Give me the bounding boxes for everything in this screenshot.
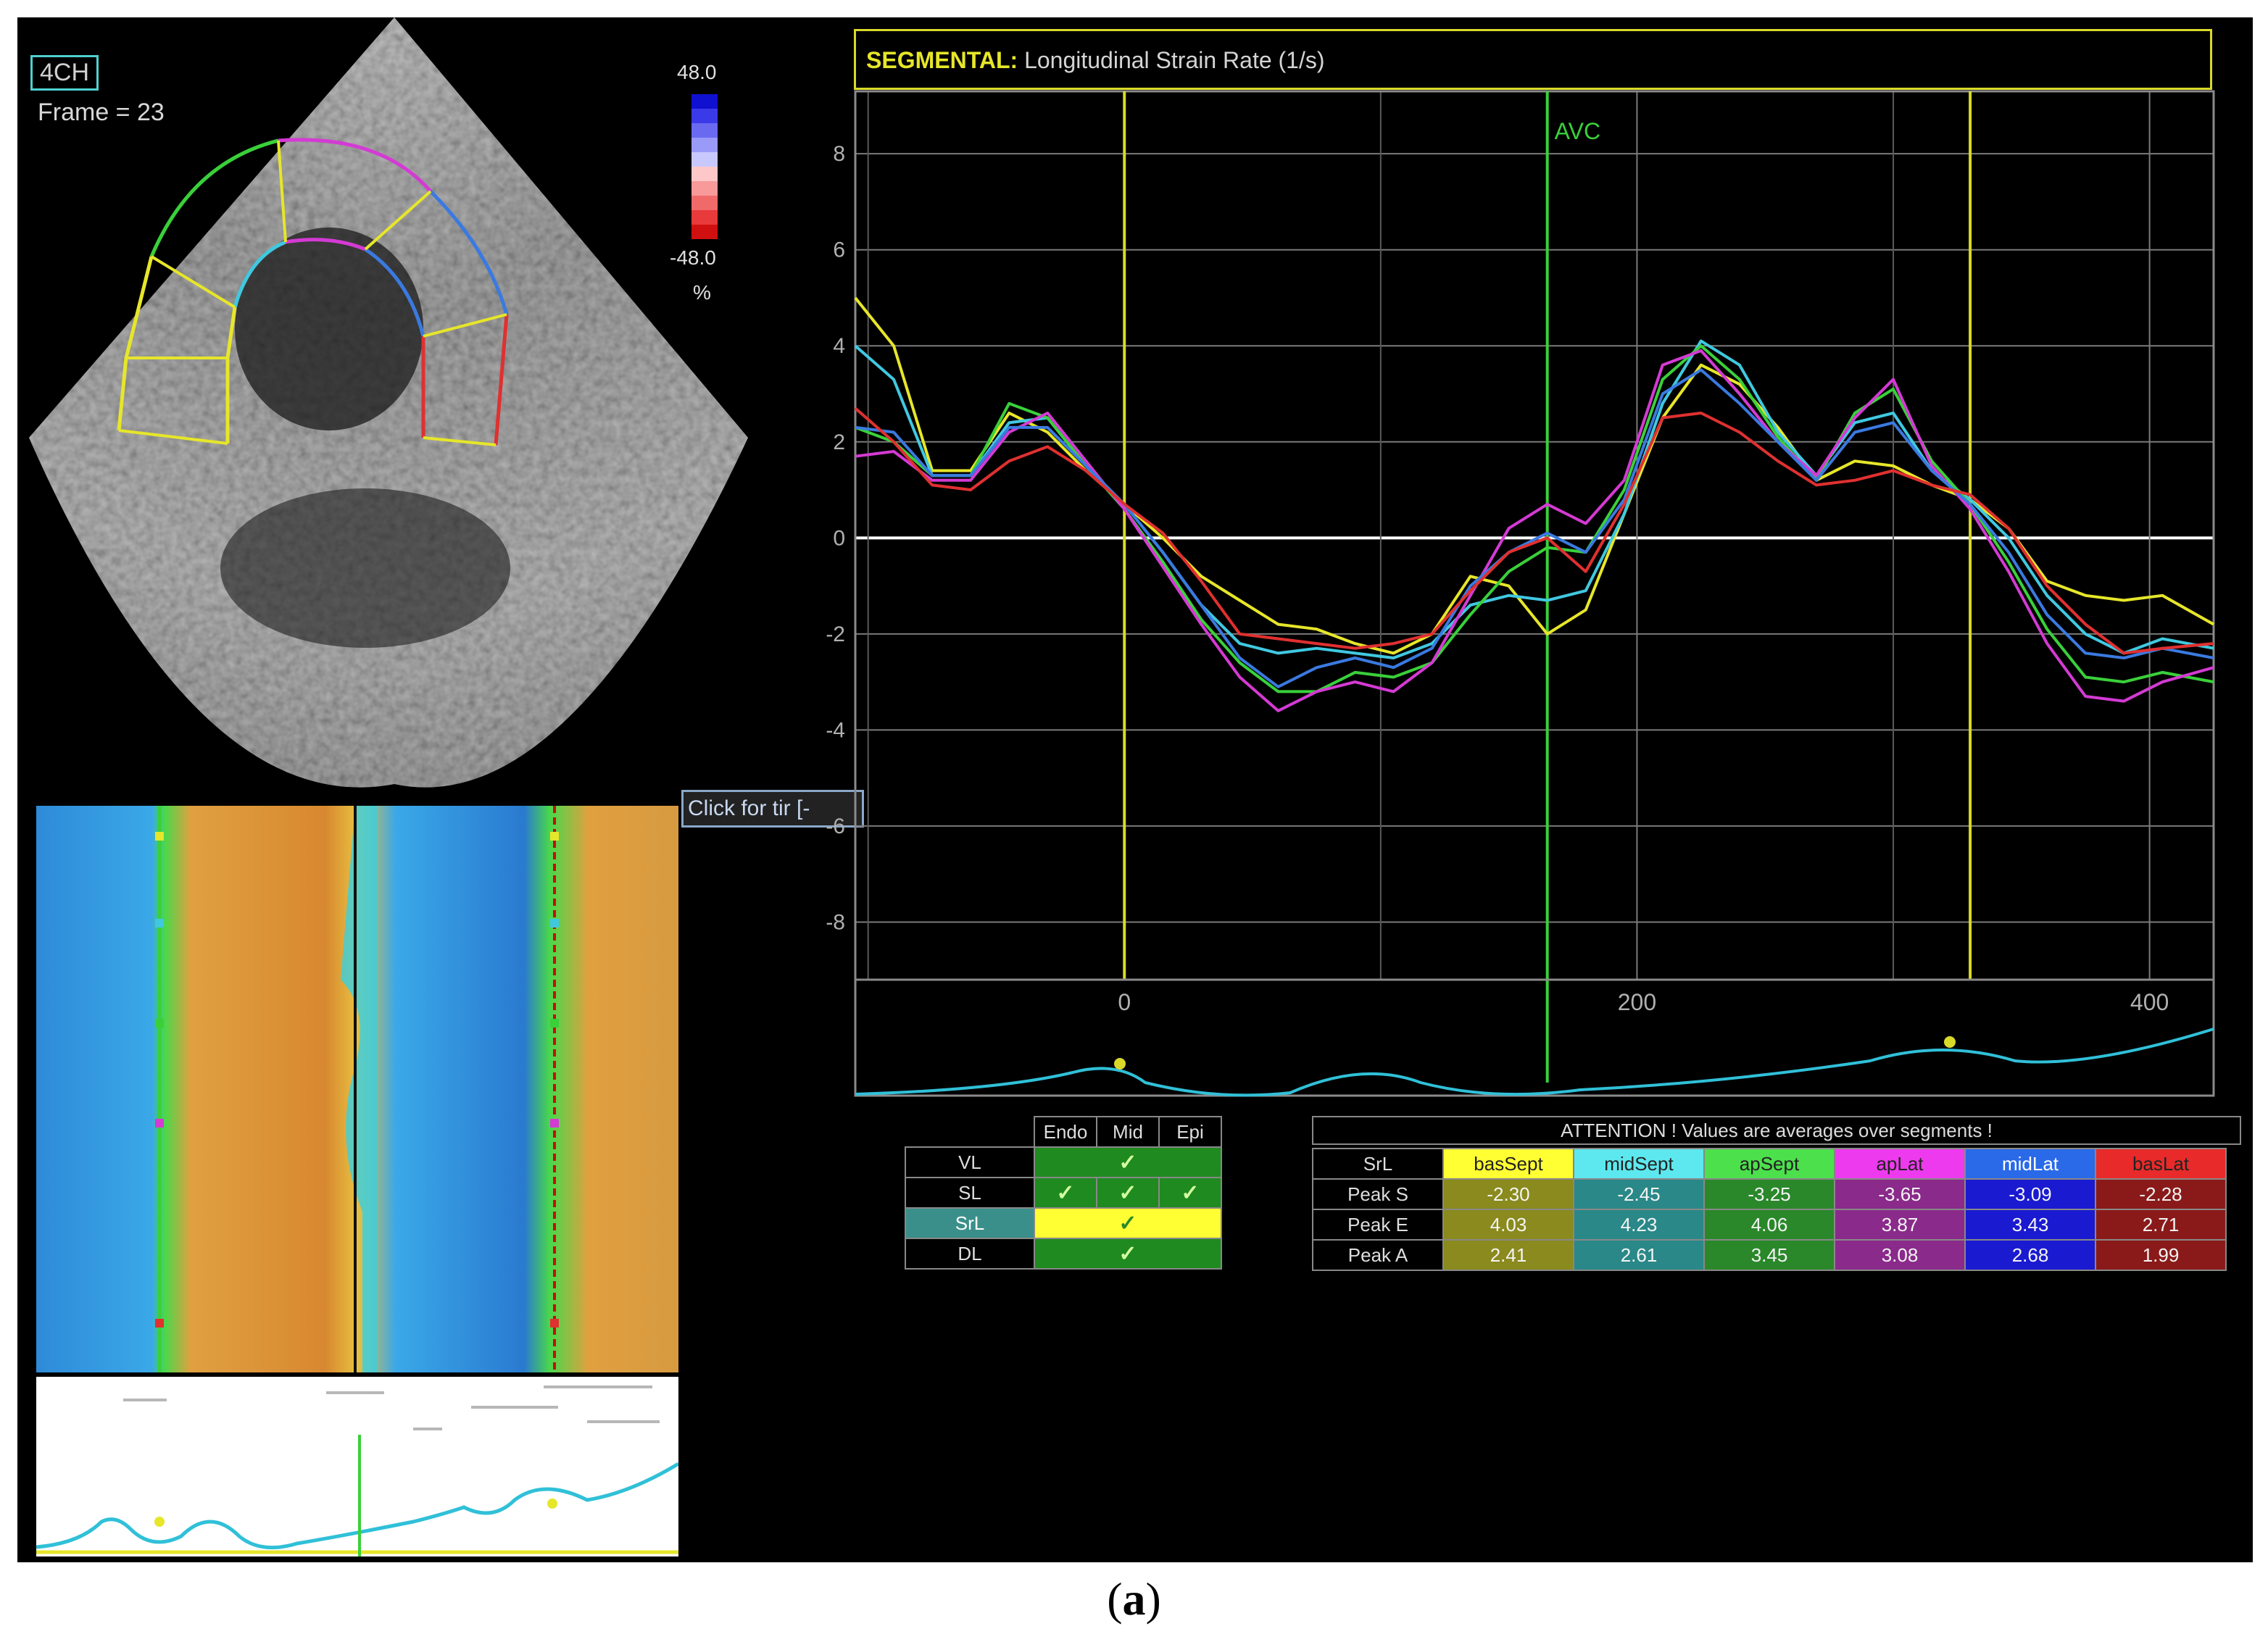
view-label[interactable]: 4CH: [30, 55, 99, 91]
chart-title-text: Longitudinal Strain Rate (1/s): [1018, 47, 1325, 73]
caption-letter: a: [1122, 1573, 1146, 1625]
segment-header-midSept: midSept: [1573, 1148, 1705, 1180]
peak-value-cell: -2.30: [1442, 1178, 1574, 1210]
peak-value-cell: 4.06: [1703, 1209, 1835, 1241]
series-line-midSept: [854, 339, 2214, 659]
y-tick-label: -6: [826, 814, 845, 838]
lv-cavity: [235, 228, 423, 430]
caption-close: ): [1145, 1573, 1161, 1625]
peak-value-cell: -2.28: [2095, 1178, 2227, 1210]
la-cavity: [220, 488, 510, 648]
peak-row-label: Peak E: [1312, 1209, 1444, 1241]
y-tick-label: 6: [833, 238, 845, 262]
dl-check-icon[interactable]: ✓: [1034, 1238, 1222, 1270]
chart-title-mode: SEGMENTAL:: [866, 47, 1018, 73]
y-tick-label: -8: [826, 910, 845, 934]
peak-value-cell: 3.08: [1834, 1239, 1966, 1271]
timeline-tooltip[interactable]: Click for tir [-: [681, 790, 864, 828]
segment-header-midLat: midLat: [1964, 1148, 2096, 1180]
ecg-strip-frame: [854, 978, 2215, 1097]
echo-sector-image: [29, 17, 748, 788]
ecg-trace: [855, 1028, 2214, 1097]
peak-value-cell: 3.45: [1703, 1239, 1835, 1271]
vl-check-icon[interactable]: ✓: [1034, 1146, 1222, 1178]
y-tick-label: -2: [826, 622, 845, 646]
peak-value-cell: 4.23: [1573, 1209, 1705, 1241]
colorbar-unit: %: [693, 281, 711, 304]
peak-value-cell: 1.99: [2095, 1239, 2227, 1271]
chart-lines: [854, 296, 2214, 1097]
segment-header-basLat: basLat: [2095, 1148, 2227, 1180]
peak-value-cell: 2.41: [1442, 1239, 1574, 1271]
table-row: Peak S -2.30 -2.45 -3.25 -3.65 -3.09 -2.28: [1312, 1178, 2227, 1210]
layer-table: Endo Mid Epi VL ✓ SL ✓ ✓ ✓ SrL ✓ DL ✓: [905, 1116, 1222, 1270]
series-line-apSept: [855, 344, 2214, 693]
srl-check-icon[interactable]: ✓: [1034, 1207, 1222, 1239]
roi-overlay: [117, 138, 509, 446]
peak-value-cell: 3.87: [1834, 1209, 1966, 1241]
colorbar-max: 48.0: [677, 61, 717, 83]
peak-value-cell: 2.68: [1964, 1239, 2096, 1271]
plot-frame: [854, 90, 2215, 981]
ultrasound-screen: 4CH Frame = 23 48.0 -48.0 %: [17, 17, 2253, 1562]
peak-row-label: Peak S: [1312, 1178, 1444, 1210]
series-line-basLat: [854, 407, 2214, 655]
strain-color-map: [36, 806, 678, 1372]
peak-value-cell: 4.03: [1442, 1209, 1574, 1241]
chart-grid: [854, 90, 2215, 1097]
strain-rate-chart: 8 6 4 2 0 -2 -4 -6 -8 AVC 0 200 400: [826, 90, 2215, 1097]
layer-col-mid[interactable]: Mid: [1096, 1116, 1160, 1148]
attention-notice: ATTENTION ! Values are averages over seg…: [1312, 1116, 2241, 1145]
chart-title: SEGMENTAL: Longitudinal Strain Rate (1/s…: [866, 47, 1325, 74]
x-tick-label: 0: [1118, 989, 1131, 1015]
chart-title-box: SEGMENTAL: Longitudinal Strain Rate (1/s…: [854, 29, 2212, 90]
layer-col-epi[interactable]: Epi: [1158, 1116, 1222, 1148]
y-tick-label: 0: [833, 526, 845, 550]
series-line-apLat: [855, 349, 2214, 712]
peak-value-cell: -3.09: [1964, 1178, 2096, 1210]
y-tick-label: 8: [833, 142, 845, 166]
layer-row-vl[interactable]: VL: [905, 1146, 1035, 1178]
y-tick-label: 4: [833, 334, 845, 358]
figure-caption: (a): [0, 1572, 2268, 1626]
table-row: Peak E 4.03 4.23 4.06 3.87 3.43 2.71: [1312, 1209, 2227, 1241]
peak-value-cell: 2.61: [1573, 1239, 1705, 1271]
peak-value-cell: 2.71: [2095, 1209, 2227, 1241]
segment-header-apSept: apSept: [1703, 1148, 1835, 1180]
y-tick-label: 2: [833, 430, 845, 454]
segment-row-header: SrL: [1312, 1148, 1444, 1180]
sl-mid-check-icon[interactable]: ✓: [1096, 1177, 1160, 1209]
peak-value-cell: -3.65: [1834, 1178, 1966, 1210]
segment-peak-table: SrL basSept midSept apSept apLat midLat basLa…: [1312, 1148, 2227, 1271]
caption-open: (: [1107, 1573, 1123, 1625]
series-line-midLat: [855, 368, 2214, 688]
x-tick-label: 200: [1618, 989, 1656, 1015]
y-tick-label: -4: [826, 718, 845, 742]
sl-epi-check-icon[interactable]: ✓: [1158, 1177, 1222, 1209]
table-row: Peak A 2.41 2.61 3.45 3.08 2.68 1.99: [1312, 1239, 2227, 1271]
x-tick-label: 400: [2130, 989, 2169, 1015]
avc-marker-label: AVC: [1555, 118, 1600, 144]
peak-value-cell: -2.45: [1573, 1178, 1705, 1210]
segment-header-apLat: apLat: [1834, 1148, 1966, 1180]
ecg-marker: [1944, 1036, 1956, 1048]
segment-header-basSept: basSept: [1442, 1148, 1574, 1180]
colorbar-min: -48.0: [670, 246, 716, 269]
ecg-marker: [1114, 1058, 1126, 1070]
peak-value-cell: 3.43: [1964, 1209, 2096, 1241]
layer-row-srl[interactable]: SrL: [905, 1207, 1035, 1239]
layer-col-endo[interactable]: Endo: [1034, 1116, 1097, 1148]
sl-endo-check-icon[interactable]: ✓: [1034, 1177, 1097, 1209]
peak-row-label: Peak A: [1312, 1239, 1444, 1271]
layer-row-dl[interactable]: DL: [905, 1238, 1035, 1270]
peak-value-cell: -3.25: [1703, 1178, 1835, 1210]
colorbar: [691, 94, 718, 239]
mini-timeline[interactable]: [36, 1377, 678, 1556]
frame-counter: Frame = 23: [38, 99, 165, 126]
chart-tick-labels: 8 6 4 2 0 -2 -4 -6 -8 AVC 0 200 400: [826, 118, 2169, 1015]
layer-row-sl[interactable]: SL: [905, 1177, 1035, 1209]
